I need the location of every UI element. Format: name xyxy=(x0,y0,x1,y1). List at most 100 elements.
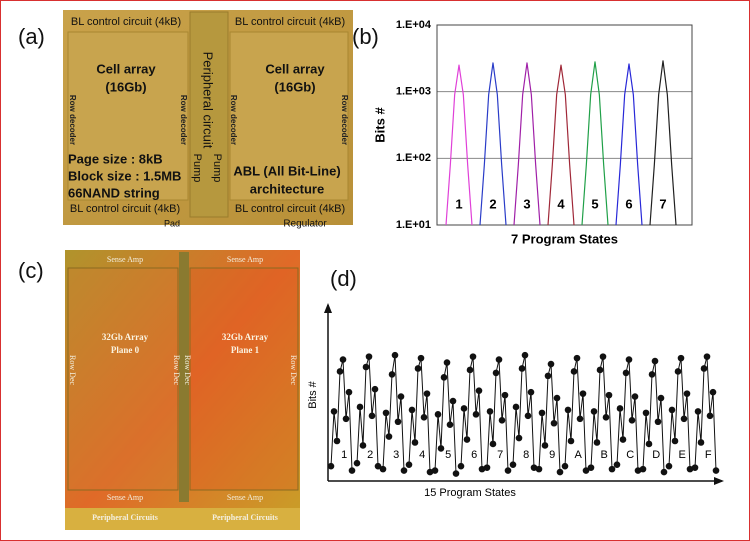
point xyxy=(651,357,659,365)
state-label: A xyxy=(575,449,583,461)
point xyxy=(645,440,653,448)
peripheral-circuit: Peripheral circuit xyxy=(201,52,216,149)
state-label: 5 xyxy=(445,449,451,461)
point xyxy=(452,470,460,477)
point xyxy=(417,354,425,362)
point xyxy=(504,467,512,474)
point xyxy=(423,390,431,397)
point xyxy=(564,406,572,414)
state-label: 3 xyxy=(393,449,399,461)
state-line xyxy=(668,358,691,470)
point xyxy=(460,405,468,412)
panel-label: (c) xyxy=(18,258,44,283)
plane-0 xyxy=(67,267,179,491)
panel-label: (a) xyxy=(18,24,45,49)
point xyxy=(368,412,376,420)
state-line xyxy=(616,359,639,471)
point xyxy=(541,442,549,449)
regulator: Regulator xyxy=(283,219,327,230)
point xyxy=(449,397,457,405)
point xyxy=(593,439,601,446)
point xyxy=(489,440,497,448)
point xyxy=(400,467,408,474)
point xyxy=(590,408,598,415)
state-line xyxy=(590,356,613,470)
point xyxy=(339,356,347,363)
point xyxy=(619,436,627,443)
point xyxy=(414,365,422,372)
cell-size: (16Gb) xyxy=(105,79,146,94)
point xyxy=(527,388,535,396)
state-label: 8 xyxy=(523,449,529,461)
die-photo-c: Sense Amp Sense Amp Sense Amp Sense Amp … xyxy=(65,250,300,530)
y-axis-label: Bits # xyxy=(372,107,387,143)
x-arrow xyxy=(714,477,724,485)
state-label: 1 xyxy=(341,449,347,461)
state-curve xyxy=(581,61,609,226)
plane-1 xyxy=(189,267,299,491)
spec: Block size : 1.5MB xyxy=(68,168,181,183)
point xyxy=(356,403,364,411)
point xyxy=(469,353,477,360)
point xyxy=(683,390,691,397)
spec: Page size : 8kB xyxy=(68,151,163,166)
array-left xyxy=(67,31,189,201)
point xyxy=(437,445,445,452)
sense-amp: Sense Amp xyxy=(107,255,143,264)
sense-amp: Sense Amp xyxy=(107,493,143,502)
point xyxy=(605,391,613,399)
y-tick-label: 1.E+02 xyxy=(396,152,431,164)
state-label: 4 xyxy=(419,449,425,461)
state-label: F xyxy=(705,449,712,461)
point xyxy=(353,459,361,467)
point xyxy=(547,360,555,368)
point xyxy=(495,356,503,363)
point xyxy=(327,462,335,470)
state-label: 6 xyxy=(471,449,477,461)
cell-array: Cell array xyxy=(265,61,325,76)
array-right xyxy=(229,31,349,201)
point xyxy=(538,409,546,417)
point xyxy=(391,351,399,359)
state-label: E xyxy=(679,449,686,461)
point xyxy=(691,464,699,471)
state-line xyxy=(356,356,379,467)
point xyxy=(472,411,480,418)
sense-amp: Sense Amp xyxy=(227,255,263,264)
point xyxy=(524,412,532,420)
point xyxy=(411,439,419,446)
state-label: C xyxy=(626,449,634,461)
point xyxy=(625,356,633,363)
row-decoder: Row decoder xyxy=(340,95,349,145)
spec: 66NAND string xyxy=(68,185,160,200)
point xyxy=(382,409,390,417)
point xyxy=(680,415,688,423)
y-tick-label: 1.E+03 xyxy=(396,86,431,98)
row-decoder: Row decoder xyxy=(179,95,188,145)
state-line xyxy=(694,356,717,471)
point xyxy=(466,366,474,374)
point xyxy=(348,467,356,474)
die-photo-a: BL control circuit (4kB) BL control circ… xyxy=(63,10,353,230)
point xyxy=(668,406,676,414)
point xyxy=(671,437,679,445)
point xyxy=(535,465,543,473)
state-label: 6 xyxy=(625,196,632,211)
state-label: 5 xyxy=(591,196,598,211)
bl-label: BL control circuit (4kB) xyxy=(70,203,180,215)
point xyxy=(631,393,639,400)
point xyxy=(512,403,520,411)
state-line xyxy=(564,358,587,471)
state-label: 4 xyxy=(557,196,565,211)
point xyxy=(521,351,529,359)
point xyxy=(700,365,708,372)
point xyxy=(509,461,517,468)
point xyxy=(333,437,341,445)
point xyxy=(703,353,711,360)
point xyxy=(518,365,526,372)
point xyxy=(622,369,630,377)
point xyxy=(628,416,636,424)
point xyxy=(345,388,353,396)
point xyxy=(706,412,714,420)
